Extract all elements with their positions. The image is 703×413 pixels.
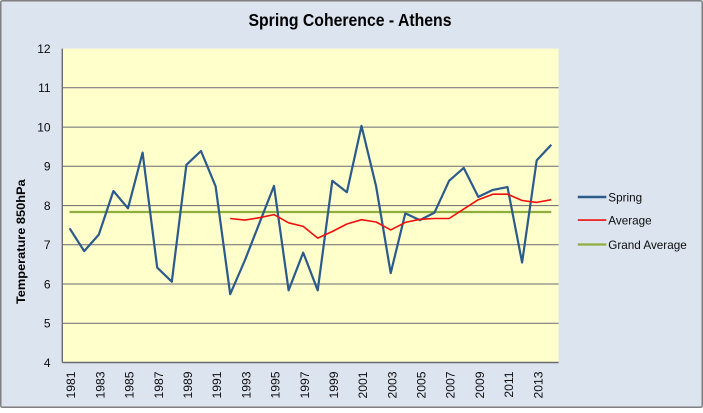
svg-text:1997: 1997 <box>298 371 312 398</box>
svg-text:1999: 1999 <box>327 371 341 398</box>
svg-text:2007: 2007 <box>444 371 458 398</box>
svg-text:11: 11 <box>38 81 51 95</box>
svg-text:2005: 2005 <box>415 371 429 398</box>
svg-text:1995: 1995 <box>269 371 283 398</box>
svg-text:9: 9 <box>44 160 51 174</box>
svg-text:2013: 2013 <box>531 371 545 398</box>
svg-text:7: 7 <box>44 238 51 252</box>
svg-text:8: 8 <box>44 199 51 213</box>
svg-text:2001: 2001 <box>356 371 370 398</box>
svg-text:6: 6 <box>44 277 51 291</box>
svg-text:12: 12 <box>37 42 51 56</box>
svg-text:1987: 1987 <box>152 371 166 398</box>
svg-text:5: 5 <box>44 317 51 331</box>
svg-text:1993: 1993 <box>239 371 253 398</box>
svg-text:1985: 1985 <box>123 371 137 398</box>
svg-text:1989: 1989 <box>181 371 195 398</box>
svg-text:1983: 1983 <box>93 371 107 398</box>
svg-text:Average: Average <box>608 215 651 228</box>
svg-text:1981: 1981 <box>64 371 78 398</box>
svg-text:1991: 1991 <box>210 371 224 398</box>
svg-text:Spring: Spring <box>608 192 642 205</box>
svg-text:2011: 2011 <box>502 371 516 397</box>
svg-text:Spring Coherence - Athens: Spring Coherence - Athens <box>249 10 452 30</box>
svg-text:2009: 2009 <box>473 371 487 398</box>
svg-text:Grand Average: Grand Average <box>608 239 686 252</box>
svg-text:Temperature 850hPa: Temperature 850hPa <box>14 179 28 304</box>
svg-text:10: 10 <box>37 120 51 134</box>
svg-text:2003: 2003 <box>385 371 399 398</box>
svg-text:4: 4 <box>44 356 51 370</box>
